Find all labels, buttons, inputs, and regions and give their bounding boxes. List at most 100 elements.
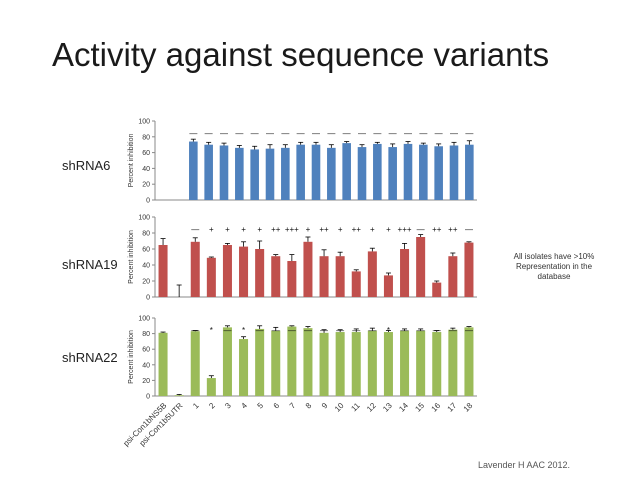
significance-label: * bbox=[210, 326, 213, 335]
significance-label: +++ bbox=[398, 225, 412, 234]
significance-label: — bbox=[368, 326, 376, 335]
bar bbox=[204, 144, 213, 200]
significance-label: — bbox=[304, 326, 312, 335]
significance-label: — bbox=[358, 129, 366, 138]
bar bbox=[464, 242, 474, 297]
bar bbox=[303, 328, 313, 396]
significance-label: + bbox=[370, 225, 375, 234]
x-tick-label: 4 bbox=[239, 401, 249, 411]
x-tick-label: 10 bbox=[333, 401, 346, 414]
significance-label: — bbox=[191, 225, 199, 234]
significance-label: — bbox=[220, 129, 228, 138]
significance-label: + bbox=[306, 225, 311, 234]
significance-label: — bbox=[320, 326, 328, 335]
bar bbox=[327, 147, 336, 200]
significance-label: ++ bbox=[448, 225, 458, 234]
significance-label: — bbox=[256, 326, 264, 335]
significance-label: — bbox=[191, 326, 199, 335]
significance-label: + bbox=[209, 225, 214, 234]
x-tick-label: 11 bbox=[349, 401, 362, 414]
x-tick-label: 8 bbox=[304, 401, 314, 411]
significance-label: — bbox=[433, 326, 441, 335]
bar bbox=[357, 147, 367, 200]
bar bbox=[388, 147, 397, 200]
significance-label: — bbox=[327, 129, 335, 138]
significance-label: — bbox=[235, 129, 243, 138]
x-tick-label: 15 bbox=[413, 401, 426, 414]
y-tick-label: 0 bbox=[146, 394, 150, 401]
y-tick-label: 80 bbox=[142, 134, 150, 141]
bar bbox=[432, 332, 442, 396]
bar bbox=[449, 145, 459, 200]
bar bbox=[383, 275, 393, 297]
bar bbox=[222, 327, 232, 396]
significance-label: — bbox=[223, 326, 231, 335]
significance-label: ++ bbox=[319, 225, 329, 234]
y-tick-label: 80 bbox=[142, 231, 150, 238]
bar bbox=[158, 245, 168, 297]
x-tick-label: 1 bbox=[191, 401, 201, 411]
y-tick-label: 0 bbox=[146, 295, 150, 302]
bar bbox=[342, 143, 351, 200]
significance-label: ++ bbox=[352, 225, 362, 234]
y-tick-label: 40 bbox=[142, 362, 150, 369]
bar bbox=[373, 143, 382, 200]
significance-label: — bbox=[272, 326, 280, 335]
bar bbox=[403, 143, 413, 200]
bar bbox=[222, 245, 232, 297]
significance-label: — bbox=[312, 129, 320, 138]
bar bbox=[219, 145, 229, 200]
bar bbox=[174, 395, 184, 396]
bar bbox=[351, 332, 361, 396]
bar bbox=[434, 146, 443, 200]
significance-label: ++ bbox=[271, 225, 281, 234]
significance-label: — bbox=[336, 326, 344, 335]
significance-label: — bbox=[189, 129, 197, 138]
significance-label: — bbox=[343, 129, 351, 138]
significance-label: — bbox=[417, 326, 425, 335]
bar bbox=[448, 256, 458, 297]
significance-label: + bbox=[241, 225, 246, 234]
significance-label: * bbox=[242, 326, 245, 335]
bar bbox=[235, 147, 244, 200]
significance-label: — bbox=[435, 129, 443, 138]
significance-label: — bbox=[465, 326, 473, 335]
bar bbox=[416, 237, 426, 297]
significance-label: + bbox=[386, 225, 391, 234]
y-tick-label: 0 bbox=[146, 198, 150, 205]
bar bbox=[351, 271, 361, 297]
significance-label: — bbox=[288, 326, 296, 335]
bar bbox=[281, 147, 290, 200]
y-tick-label: 40 bbox=[142, 166, 150, 173]
significance-label: — bbox=[205, 129, 213, 138]
bar bbox=[416, 330, 426, 396]
significance-label: — bbox=[373, 129, 381, 138]
significance-label: — bbox=[281, 129, 289, 138]
bar bbox=[419, 144, 428, 200]
y-tick-label: 100 bbox=[138, 119, 150, 126]
significance-label: — bbox=[401, 326, 409, 335]
y-tick-label: 100 bbox=[138, 215, 150, 222]
bar bbox=[287, 261, 297, 297]
bar bbox=[335, 332, 345, 396]
y-tick-label: 40 bbox=[142, 263, 150, 270]
bar bbox=[250, 149, 259, 200]
bar bbox=[287, 326, 297, 396]
bar bbox=[432, 282, 442, 297]
bar bbox=[265, 148, 275, 200]
x-tick-label: 6 bbox=[272, 401, 282, 411]
x-tick-label: 2 bbox=[207, 401, 217, 411]
y-tick-label: 80 bbox=[142, 331, 150, 338]
bar bbox=[206, 378, 216, 396]
y-tick-label: 60 bbox=[142, 347, 150, 354]
significance-label: +++ bbox=[285, 225, 299, 234]
significance-label: — bbox=[266, 129, 274, 138]
significance-label: — bbox=[465, 225, 473, 234]
bar bbox=[465, 144, 474, 200]
significance-label: + bbox=[338, 225, 343, 234]
significance-label: + bbox=[257, 225, 262, 234]
citation: Lavender H AAC 2012. bbox=[478, 460, 571, 470]
bar bbox=[271, 256, 281, 297]
significance-label: — bbox=[352, 326, 360, 335]
bar bbox=[189, 141, 198, 200]
